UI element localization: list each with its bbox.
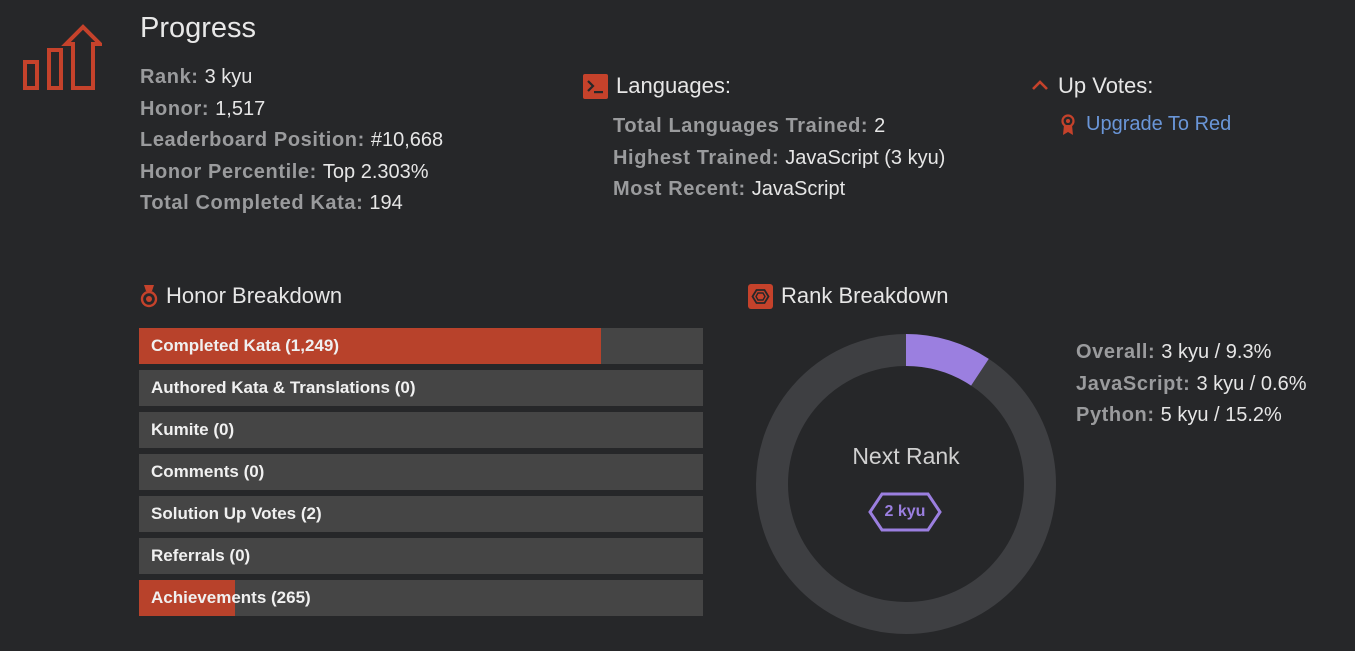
language-stats: Total Languages Trained: 2 Highest Traine… [613,111,945,206]
bar-fill [139,580,235,616]
ribbon-icon [1060,113,1076,136]
rank-progress-donut [756,334,1056,634]
chevron-up-icon [1030,76,1050,96]
bar-label: Solution Up Votes (2) [151,504,322,523]
donut-track [756,334,1056,634]
rank-javascript: JavaScript: 3 kyu / 0.6% [1076,369,1307,401]
rank-breakdown-title: Rank Breakdown [781,283,949,308]
stat-honor: Honor: 1,517 [140,94,443,126]
terminal-icon [583,73,608,99]
honor-bar-completed-kata: Completed Kata (1,249) [139,328,703,364]
rank-python: Python: 5 kyu / 15.2% [1076,400,1307,432]
stat-honor-percentile: Honor Percentile: Top 2.303% [140,157,443,189]
upgrade-to-red-link[interactable]: Upgrade To Red [1060,113,1231,136]
stat-key: JavaScript: [1076,372,1191,395]
hexagon-icon [748,283,773,309]
medal-icon [140,284,158,308]
page-title: Progress [140,12,257,44]
profile-stats: Rank: 3 kyu Honor: 1,517 Leaderboard Posit… [140,62,443,220]
stat-value: #10,668 [370,129,444,151]
stat-value: 3 kyu / 0.6% [1196,372,1307,395]
bar-label: Authored Kata & Translations (0) [151,378,416,397]
stat-total-completed-kata: Total Completed Kata: 194 [140,188,443,220]
honor-bar-solution-up-votes: Solution Up Votes (2) [139,496,703,532]
bar-label: Referrals (0) [151,546,251,565]
stat-value: Top 2.303% [322,160,429,183]
stat-value: 3 kyu / 9.3% [1161,341,1272,363]
stat-value: 194 [369,192,403,214]
honor-bar-achievements: Achievements (265) [139,580,703,616]
next-rank-label: Next Rank [852,443,960,469]
stat-key: Overall: [1076,341,1156,363]
stat-value: 2 [874,115,886,137]
donut-progress-arc [905,334,989,386]
up-votes-title: Up Votes: [1058,73,1154,98]
upgrade-link-label: Upgrade To Red [1086,113,1232,135]
stat-key: Total Languages Trained: [613,115,869,137]
stat-value: 5 kyu / 15.2% [1160,404,1282,426]
honor-bars: Completed Kata (1,249) Authored Kata & T… [139,328,703,622]
stat-highest-trained: Highest Trained: JavaScript (3 kyu) [613,143,945,175]
honor-breakdown-heading: Honor Breakdown [140,283,342,309]
languages-title: Languages: [616,73,731,98]
up-votes-heading: Up Votes: [1030,73,1153,99]
honor-bar-referrals: Referrals (0) [139,538,703,574]
progress-chart-icon [23,24,102,90]
stat-key: Honor: [140,97,210,120]
stat-value: JavaScript [751,178,846,200]
stat-value: JavaScript (3 kyu) [785,146,946,169]
rank-overall: Overall: 3 kyu / 9.3% [1076,337,1307,369]
stat-key: Honor Percentile: [140,160,317,183]
stat-total-languages: Total Languages Trained: 2 [613,111,945,143]
stat-key: Python: [1076,404,1155,426]
honor-bar-comments: Comments (0) [139,454,703,490]
languages-heading: Languages: [583,73,731,99]
stat-value: 1,517 [215,97,266,120]
next-rank-badge: 2 kyu [884,503,926,520]
bar-label: Comments (0) [151,462,265,481]
bar-fill [139,328,602,364]
honor-breakdown-title: Honor Breakdown [166,283,343,308]
rank-stats: Overall: 3 kyu / 9.3% JavaScript: 3 kyu / … [1076,337,1307,432]
bar-label: Completed Kata (1,249) [151,336,339,355]
rank-breakdown-heading: Rank Breakdown [748,283,949,309]
next-rank-badge-icon [868,492,942,532]
stat-key: Total Completed Kata: [140,192,364,214]
stat-value: 3 kyu [204,66,253,88]
honor-bar-authored-kata: Authored Kata & Translations (0) [139,370,703,406]
stat-key: Rank: [140,66,199,88]
bar-label: Kumite (0) [151,420,235,439]
stat-rank: Rank: 3 kyu [140,62,443,94]
stat-key: Leaderboard Position: [140,129,365,151]
bar-label: Achievements (265) [151,588,311,607]
stat-leaderboard-position: Leaderboard Position: #10,668 [140,125,443,157]
stat-key: Most Recent: [613,178,746,200]
stat-most-recent: Most Recent: JavaScript [613,174,945,206]
stat-key: Highest Trained: [613,146,780,169]
honor-bar-kumite: Kumite (0) [139,412,703,448]
